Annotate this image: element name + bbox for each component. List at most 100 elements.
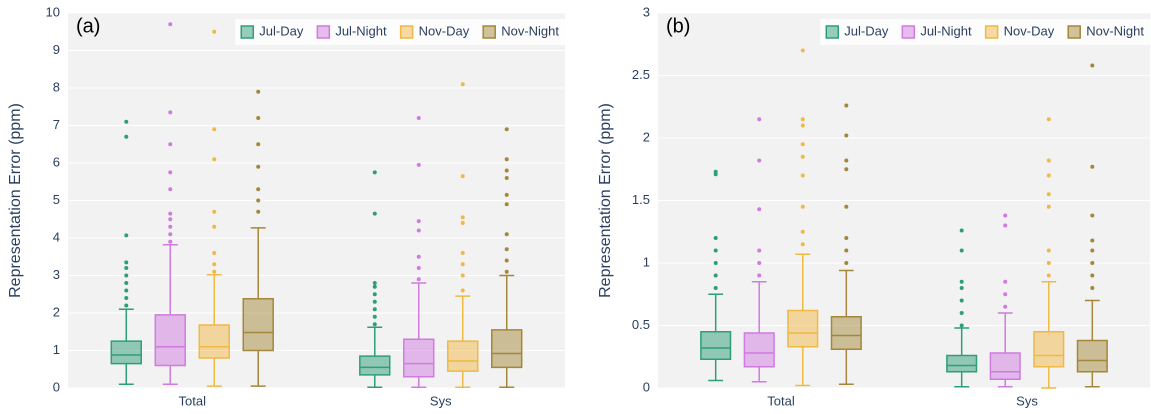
outlier (844, 167, 849, 172)
box (242, 89, 274, 387)
outlier (124, 296, 129, 300)
y-tick-label: 10 (46, 4, 60, 19)
y-tick-label: 1 (643, 254, 650, 269)
outlier (959, 323, 964, 328)
outlier (800, 173, 805, 178)
y-tick-label: 9 (53, 42, 60, 57)
box (491, 127, 523, 388)
box-body (403, 338, 435, 378)
outlier (460, 262, 465, 267)
outlier (256, 209, 261, 214)
outlier (757, 158, 762, 163)
outlier (124, 273, 129, 278)
outlier (504, 192, 509, 197)
outlier (959, 228, 964, 233)
outlier (212, 157, 217, 162)
outlier (1003, 279, 1008, 284)
legend-swatch (825, 25, 839, 39)
legend-label: Nov-Day (419, 23, 470, 38)
outlier (416, 277, 421, 282)
outlier (256, 89, 261, 94)
outlier (212, 251, 217, 255)
outlier (757, 261, 762, 265)
y-tick-label: 6 (53, 154, 60, 169)
box (359, 170, 391, 388)
outlier (460, 82, 465, 87)
outlier (1046, 117, 1051, 122)
outlier (372, 284, 377, 289)
y-tick-label: 8 (53, 79, 60, 94)
y-tick-label: 0.5 (632, 317, 650, 332)
y-tick-label: 0 (643, 379, 650, 394)
legend-label: Jul-Night (335, 23, 387, 38)
outlier (372, 292, 377, 297)
y-tick-label: 2 (643, 129, 650, 144)
box-body (989, 352, 1021, 380)
outlier (1090, 238, 1095, 243)
outlier (1003, 223, 1008, 228)
outlier (1090, 213, 1095, 218)
box (447, 82, 479, 388)
outlier (168, 232, 173, 237)
outlier (460, 174, 465, 179)
outlier (959, 298, 964, 303)
outlier (124, 134, 129, 139)
outlier (212, 224, 217, 229)
box-body (198, 324, 230, 359)
x-tick-label: Sys (430, 393, 452, 408)
legend-label: Jul-Day (844, 23, 889, 38)
outlier (844, 158, 849, 163)
outlier (460, 288, 465, 293)
box-body (491, 329, 523, 369)
outlier (959, 248, 964, 253)
legend-label: Nov-Day (1004, 23, 1055, 38)
outlier (1046, 158, 1051, 163)
outlier (256, 116, 261, 120)
outlier (757, 207, 762, 212)
box (830, 103, 862, 385)
y-tick-label: 2.5 (632, 67, 650, 82)
outlier (460, 273, 465, 278)
outlier (416, 219, 421, 224)
outlier (713, 286, 718, 290)
outlier (372, 314, 377, 319)
outlier (504, 176, 509, 180)
box (403, 116, 435, 388)
outlier (504, 127, 509, 132)
outlier (757, 248, 762, 253)
box (198, 29, 230, 387)
outlier (212, 29, 217, 34)
box (743, 117, 775, 383)
box (946, 228, 978, 388)
outlier (124, 260, 129, 265)
outlier (1003, 304, 1008, 309)
y-tick-label: 3 (53, 267, 60, 282)
outlier (416, 162, 421, 167)
y-tick-label: 3 (643, 4, 650, 19)
box (1033, 117, 1065, 389)
outlier (713, 248, 718, 253)
outlier (256, 142, 261, 147)
outlier (212, 262, 217, 267)
outlier (168, 110, 173, 115)
outlier (844, 248, 849, 253)
outlier (713, 236, 718, 240)
outlier (844, 261, 849, 265)
outlier (504, 269, 509, 274)
y-axis-label: Representation Error (ppm) (597, 103, 614, 298)
box-body (787, 309, 819, 348)
y-tick-label: 4 (53, 229, 60, 244)
outlier (124, 303, 129, 308)
y-tick-label: 1.5 (632, 192, 650, 207)
outlier (212, 209, 217, 214)
box-body (1033, 331, 1065, 368)
outlier (959, 311, 964, 315)
outlier (124, 233, 129, 238)
outlier (168, 211, 173, 216)
outlier (713, 273, 718, 278)
outlier (168, 239, 173, 244)
outlier (504, 168, 509, 173)
box (989, 213, 1021, 388)
box (154, 22, 186, 385)
